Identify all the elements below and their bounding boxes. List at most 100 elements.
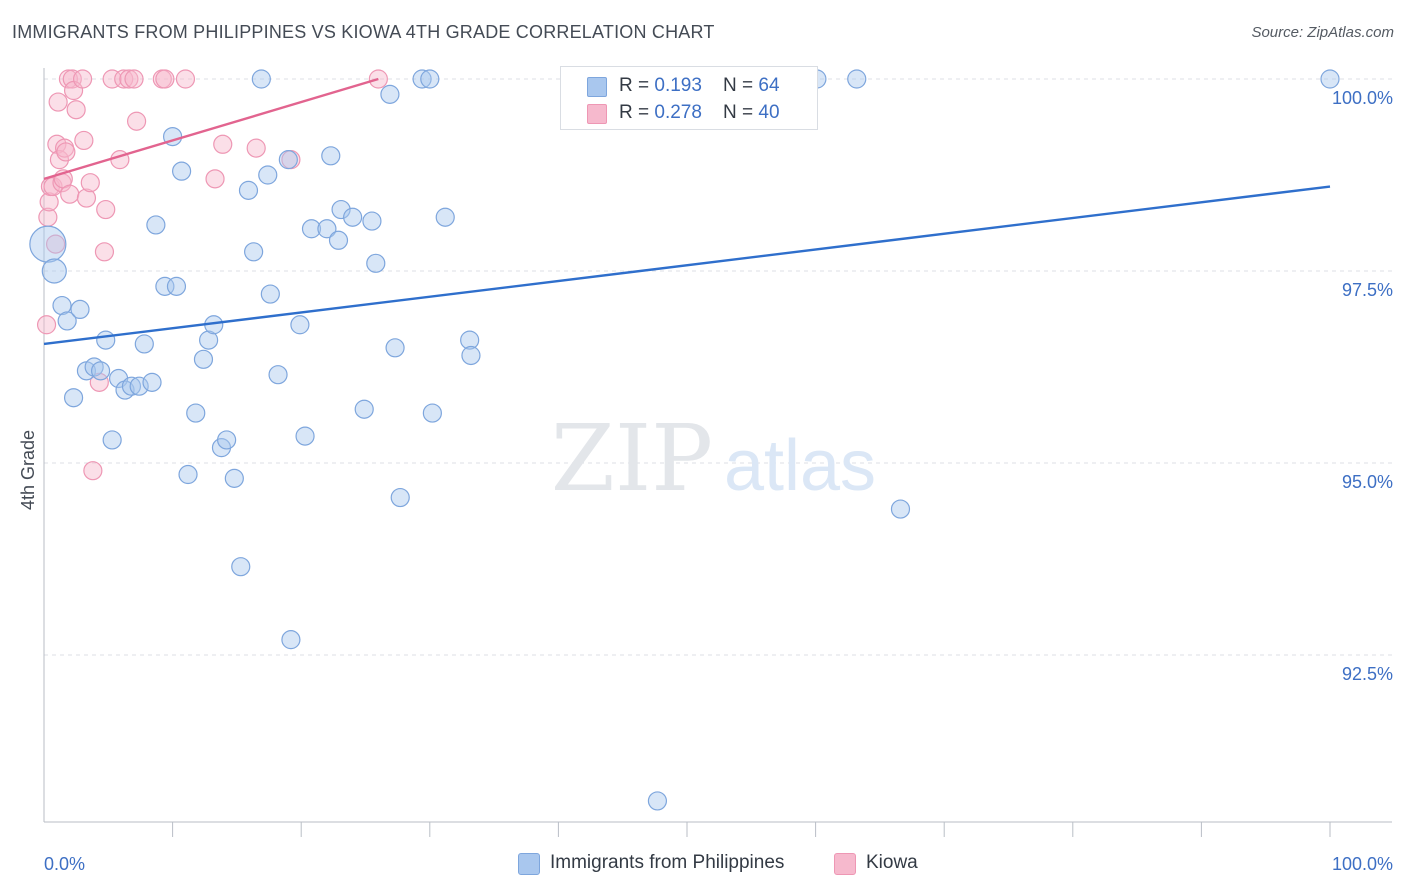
kiowa-point <box>48 92 68 112</box>
series-legend: Immigrants from Philippines Kiowa <box>0 851 1406 877</box>
philippines-point <box>301 219 322 239</box>
kiowa-point <box>124 69 144 89</box>
kiowa-point <box>49 150 70 170</box>
x-tick-label-max: 100.0% <box>1332 854 1393 874</box>
legend-r-value: 0.278 <box>654 102 702 123</box>
philippines-point <box>129 376 149 396</box>
philippines-point <box>63 388 84 408</box>
kiowa-point <box>155 69 175 89</box>
philippines-point <box>217 430 237 450</box>
legend-r-value: 0.193 <box>654 75 702 96</box>
philippines-point <box>281 630 301 650</box>
philippines-point <box>278 150 298 170</box>
philippines-point <box>251 69 271 89</box>
legend-swatch-pink <box>587 104 607 124</box>
philippines-point <box>412 69 432 89</box>
philippines-point <box>52 295 72 316</box>
philippines-point <box>385 338 405 358</box>
philippines-point <box>238 180 259 200</box>
kiowa-point <box>94 242 115 262</box>
legend-n-value: 40 <box>758 102 780 123</box>
kiowa-point <box>74 130 94 151</box>
watermark-atlas: atlas <box>724 426 876 506</box>
y-axis-title: 4th Grade <box>18 430 38 510</box>
kiowa-point <box>72 69 93 89</box>
legend-r-label: R = <box>619 102 655 123</box>
kiowa-trend-line <box>43 77 379 180</box>
legend-n-value: 64 <box>758 75 780 96</box>
legend-n-label: N = <box>723 75 759 96</box>
philippines-point <box>57 311 77 331</box>
philippines-points <box>29 69 1340 811</box>
philippines-point <box>134 334 154 354</box>
kiowa-point <box>60 184 80 204</box>
y-tick-label: 92.5% <box>1342 664 1393 684</box>
philippines-point <box>1320 69 1340 89</box>
y-tick-labels: 100.0% 97.5% 95.0% 92.5% <box>1332 88 1393 684</box>
philippines-trend-line <box>43 185 1331 346</box>
philippines-point <box>193 349 214 369</box>
philippines-point <box>146 215 166 235</box>
kiowa-point <box>119 69 139 89</box>
philippines-point <box>121 376 142 396</box>
philippines-point <box>231 557 251 577</box>
kiowa-points <box>36 69 388 481</box>
philippines-point <box>390 487 410 508</box>
philippines-point <box>420 69 440 89</box>
series-swatch-pink <box>834 853 856 875</box>
legend-text-kiowa: R = 0.278 N = 40 <box>619 102 780 124</box>
y-tick-label: 95.0% <box>1342 472 1393 492</box>
philippines-point <box>224 468 244 488</box>
philippines-point <box>172 161 192 181</box>
source-label: Source: ZipAtlas.com <box>1251 24 1394 41</box>
legend-r-label: R = <box>619 75 655 96</box>
philippines-point <box>29 225 67 263</box>
watermark-zip: ZIP <box>551 405 713 512</box>
philippines-point <box>258 165 278 185</box>
trend-lines <box>43 77 1331 346</box>
philippines-point <box>331 199 351 220</box>
philippines-point <box>41 258 67 284</box>
philippines-point <box>199 330 219 350</box>
kiowa-point <box>36 315 57 335</box>
philippines-point <box>362 211 382 231</box>
series-name-philippines: Immigrants from Philippines <box>550 852 785 873</box>
series-swatch-blue <box>518 853 540 875</box>
legend-text-philippines: R = 0.193 N = 64 <box>619 75 780 97</box>
legend-n-label: N = <box>723 102 759 123</box>
kiowa-point <box>39 192 59 212</box>
kiowa-point <box>80 173 100 193</box>
philippines-point <box>380 84 400 104</box>
philippines-point <box>142 372 162 392</box>
chart-title: IMMIGRANTS FROM PHILIPPINES VS KIOWA 4TH… <box>12 22 715 42</box>
watermark: ZIP atlas <box>551 405 876 512</box>
philippines-point <box>847 69 867 89</box>
philippines-point <box>295 426 315 446</box>
philippines-point <box>343 207 363 227</box>
kiowa-point <box>126 111 147 131</box>
philippines-point <box>90 361 111 381</box>
kiowa-point <box>96 199 116 220</box>
philippines-point <box>268 365 288 385</box>
kiowa-point <box>45 234 66 254</box>
philippines-point <box>647 791 668 811</box>
philippines-point <box>321 146 341 166</box>
philippines-point <box>354 399 374 419</box>
kiowa-point <box>213 134 233 154</box>
philippines-point <box>260 284 280 304</box>
legend-swatch-blue <box>587 77 607 97</box>
axes <box>43 68 1392 837</box>
philippines-point <box>461 345 481 366</box>
stats-legend: R = 0.193 N = 64 R = 0.278 N = 40 <box>560 66 818 130</box>
philippines-point <box>178 464 198 485</box>
kiowa-point <box>76 188 97 208</box>
series-name-kiowa: Kiowa <box>866 852 918 873</box>
kiowa-point <box>102 69 122 89</box>
kiowa-point <box>175 69 196 89</box>
philippines-point <box>166 276 187 296</box>
kiowa-point <box>246 138 266 158</box>
philippines-point <box>366 253 386 273</box>
philippines-point <box>435 207 455 227</box>
y-tick-label: 97.5% <box>1342 280 1393 300</box>
